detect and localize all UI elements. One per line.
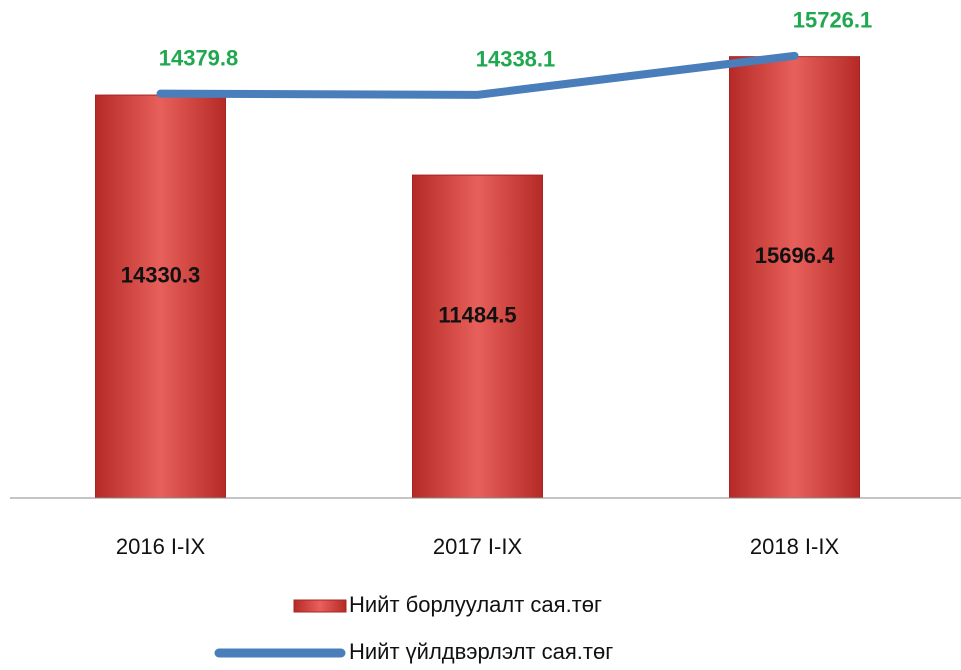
bar: [729, 56, 860, 499]
x-tick-label: 2016 I-IX: [116, 534, 206, 559]
bar-value-label: 14330.3: [121, 262, 201, 287]
line-value-label: 14338.1: [476, 47, 556, 72]
bar-value-label: 15696.4: [755, 243, 835, 268]
x-tick-label: 2017 I-IX: [433, 534, 523, 559]
line: [156, 51, 799, 99]
line-value-label: 15726.1: [793, 8, 873, 33]
bar-value-label: 11484.5: [438, 302, 516, 327]
legend-label: Нийт борлуулалт сая.төг: [349, 592, 602, 617]
x-tick-label: 2018 I-IX: [750, 534, 840, 559]
bar: [95, 94, 226, 499]
bar: [412, 174, 543, 499]
legend-swatch: [293, 599, 347, 613]
line-value-label: 14379.8: [159, 45, 239, 70]
legend-label: Нийт үйлдвэрлэлт сая.төг: [349, 639, 613, 664]
